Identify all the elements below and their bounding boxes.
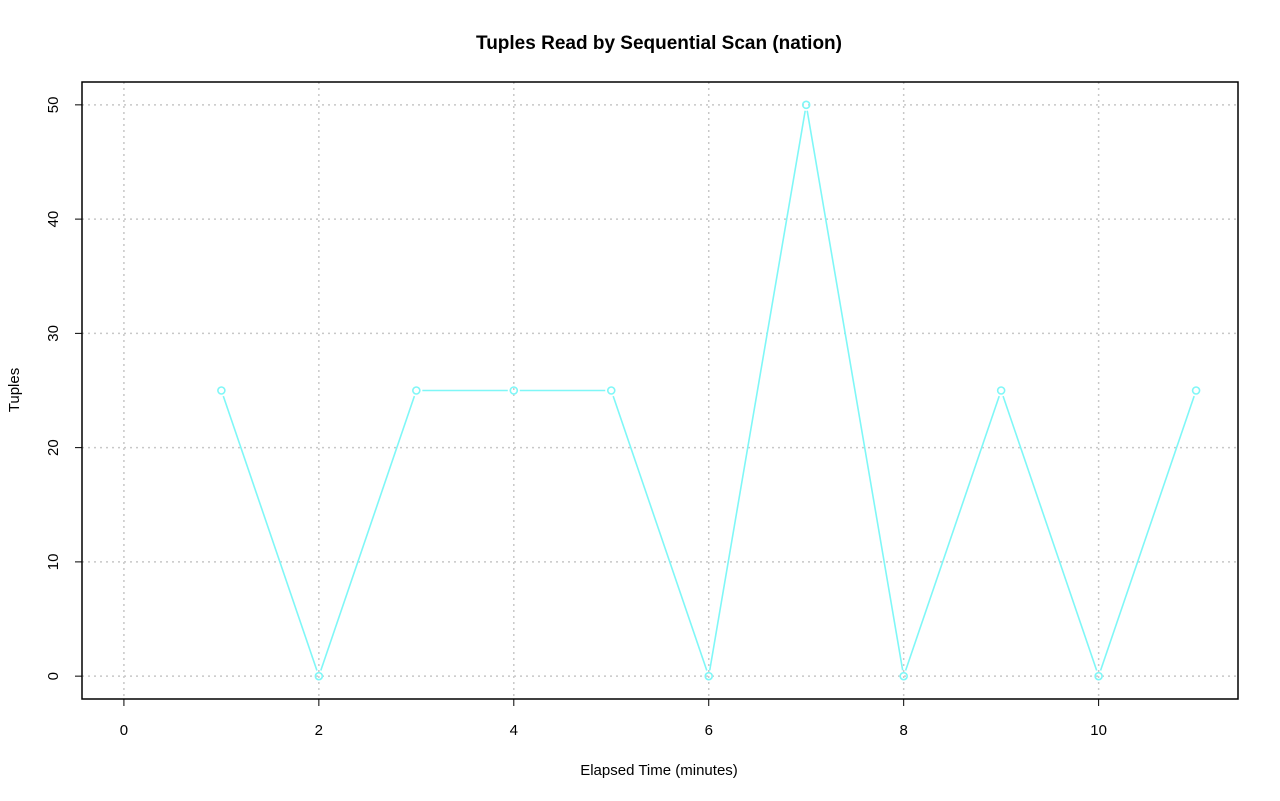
series-line-segment: [222, 395, 318, 671]
y-tick-label: 30: [45, 325, 62, 342]
data-point: [217, 386, 226, 395]
y-tick-label: 0: [45, 672, 62, 680]
data-point: [996, 386, 1006, 395]
x-tick-label: 0: [120, 722, 128, 739]
y-axis: 0 10 20 30 40 50: [45, 97, 83, 680]
data-point: [1191, 386, 1201, 395]
series-line-segment: [708, 110, 806, 671]
y-tick-label: 20: [45, 439, 62, 456]
chart-title: Tuples Read by Sequential Scan (nation): [476, 33, 842, 54]
x-tick-label: 10: [1090, 722, 1107, 739]
x-tick-label: 4: [510, 722, 518, 739]
plot-frame: [81, 81, 1239, 700]
series-line-segment: [904, 395, 1000, 671]
data-point: [899, 671, 908, 681]
y-tick-label: 40: [45, 211, 62, 228]
y-axis-label: Tuples: [6, 368, 23, 412]
series-line-segment: [1002, 395, 1098, 671]
x-axis: 0 2 4 6 8 10: [120, 698, 1107, 739]
y-tick-label: 50: [45, 97, 62, 114]
x-axis-label: Elapsed Time (minutes): [580, 762, 738, 779]
x-tick-label: 6: [705, 722, 713, 739]
y-tick-label: 10: [45, 554, 62, 571]
series-layer: [217, 100, 1201, 681]
data-point: [801, 100, 811, 110]
x-tick-label: 8: [900, 722, 908, 739]
series-line-segment: [612, 395, 708, 671]
data-point: [704, 671, 714, 681]
data-point: [606, 386, 616, 395]
data-point: [509, 386, 519, 395]
series-line-segment: [320, 395, 416, 671]
series-line-segment: [806, 110, 904, 671]
data-point: [1094, 671, 1103, 681]
grid: [82, 82, 1238, 699]
data-point: [412, 386, 421, 395]
x-tick-label: 2: [315, 722, 323, 739]
data-point: [314, 671, 324, 681]
series-line-segment: [1099, 395, 1195, 671]
